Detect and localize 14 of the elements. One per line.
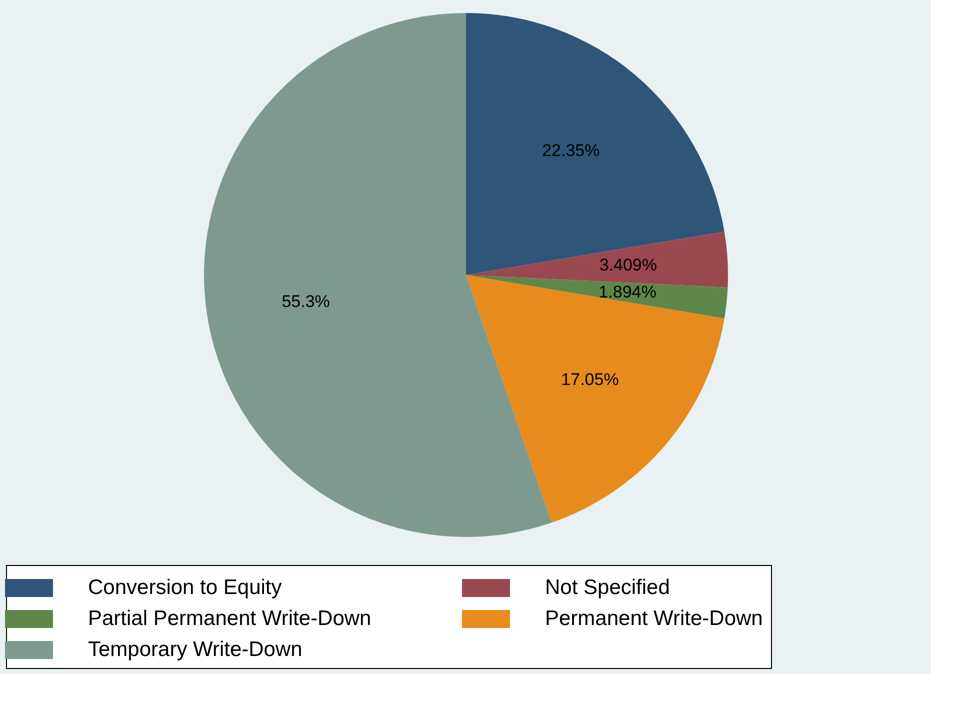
pie-slice <box>466 13 724 275</box>
data-label: 1.894% <box>598 282 656 302</box>
data-label: 22.35% <box>542 140 600 160</box>
pie-slice <box>466 275 724 523</box>
legend-label: Conversion to Equity <box>88 576 282 599</box>
legend-label: Temporary Write-Down <box>88 638 302 661</box>
legend-label: Not Specified <box>545 576 670 599</box>
legend-label: Partial Permanent Write-Down <box>88 607 372 630</box>
data-label: 3.409% <box>599 255 657 274</box>
data-label: 17.05% <box>561 370 619 389</box>
data-label: 55.3% <box>282 292 330 311</box>
legend-label: Permanent Write-Down <box>545 607 763 630</box>
pie-slice <box>466 275 728 318</box>
pie-slice <box>466 232 728 288</box>
